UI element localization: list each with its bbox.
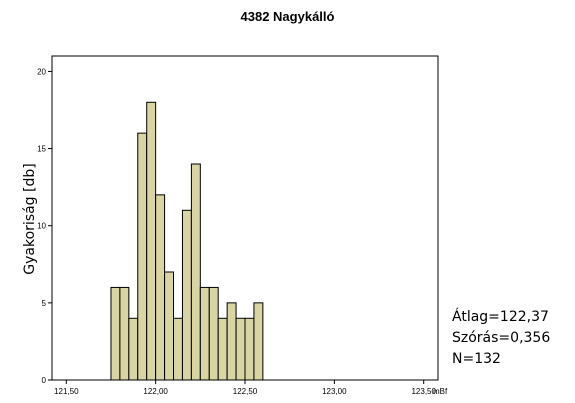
histogram-bar [173, 317, 183, 381]
histogram-bar [226, 302, 237, 381]
histogram-bar [208, 286, 219, 381]
y-axis-ticks: 0 5 10 15 20 [37, 67, 52, 385]
x-tick-label: 122,00 [143, 387, 168, 396]
y-axis-label: Gyakoriság [db] [22, 163, 38, 274]
histogram-bar [235, 317, 246, 381]
x-axis-ticks: 121,50 122,00 122,50 123,00 123,50 [54, 380, 436, 396]
stats-n: N=132 [452, 351, 501, 367]
histogram-bar [119, 286, 130, 381]
chart-title: 4382 Nagykálló [240, 9, 335, 24]
histogram-bar [146, 101, 157, 381]
histogram-bar [199, 286, 210, 381]
histogram-bar [253, 302, 264, 381]
x-tick-label: 123,50 [411, 387, 436, 396]
y-tick-label: 20 [37, 67, 46, 76]
x-axis-unit: mBf [433, 387, 448, 396]
y-tick-label: 15 [37, 145, 46, 154]
y-tick-label: 10 [37, 222, 46, 231]
histogram-bar [128, 317, 139, 381]
histogram-bar [244, 317, 255, 381]
x-tick-label: 123,00 [322, 387, 347, 396]
histogram-bar [181, 209, 192, 381]
x-tick-label: 122,50 [233, 387, 258, 396]
histogram-bars [110, 101, 264, 381]
stats-mean: Átlag=122,37 [452, 309, 549, 325]
histogram-bar [155, 194, 166, 381]
histogram-bar [190, 163, 201, 381]
histogram-bar [164, 271, 175, 381]
histogram-bar [217, 317, 228, 381]
y-tick-label: 5 [42, 299, 47, 308]
stats-std: Szórás=0,356 [452, 330, 551, 346]
y-tick-label: 0 [42, 376, 47, 385]
histogram-bar [110, 286, 121, 381]
x-tick-label: 121,50 [54, 387, 79, 396]
histogram-bar [137, 132, 148, 381]
